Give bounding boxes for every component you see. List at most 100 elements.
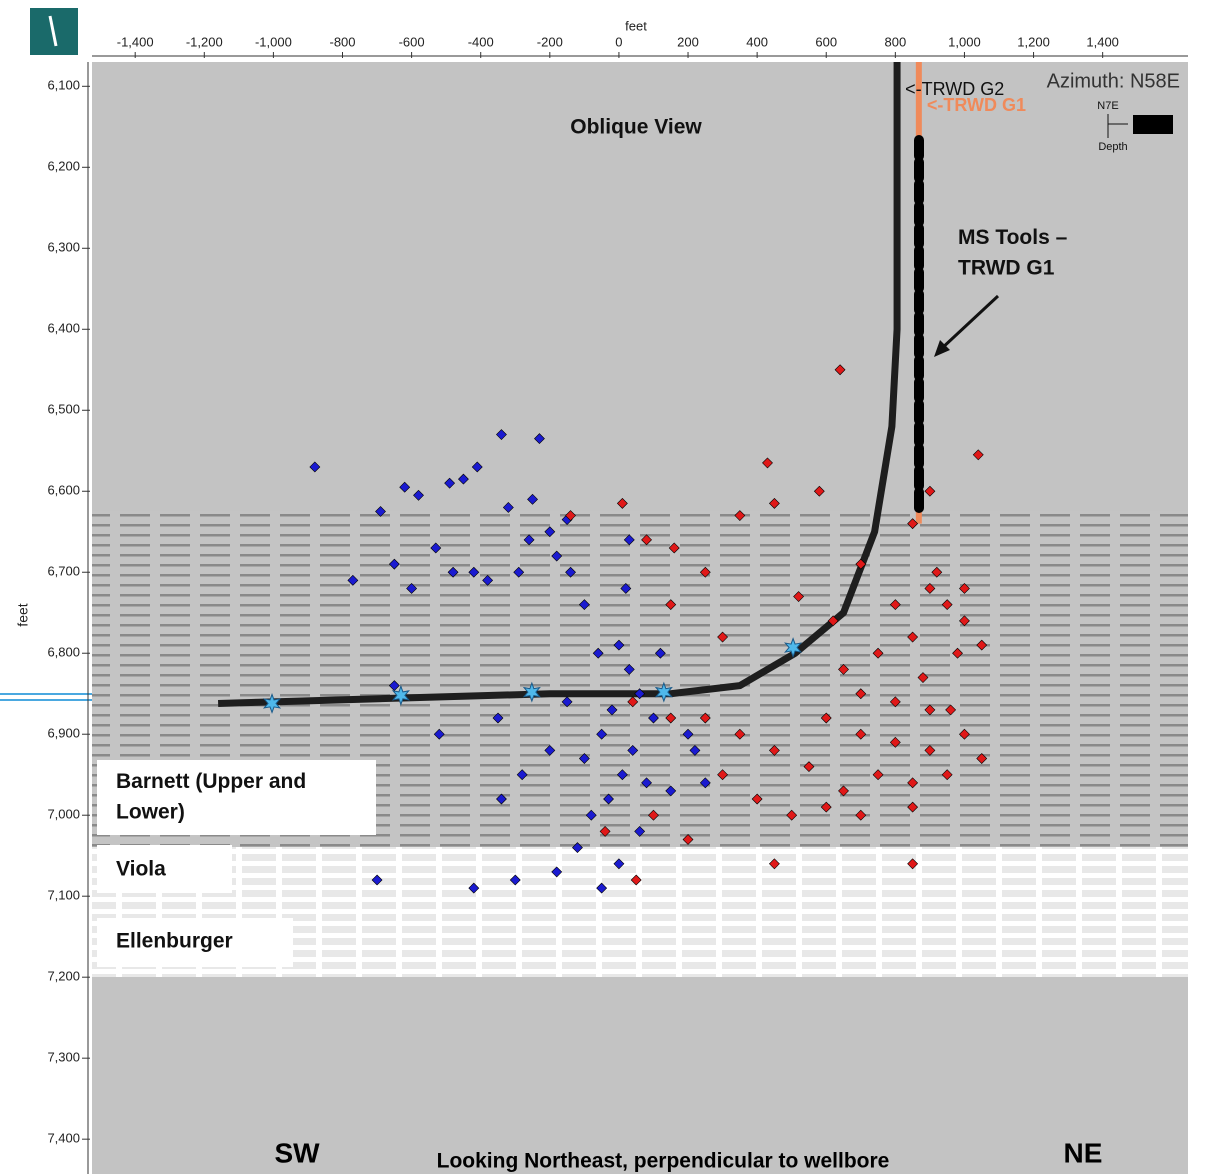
y-tick-label: 7,400 (47, 1131, 80, 1146)
event-point (527, 493, 538, 505)
event-point (648, 712, 659, 724)
event-point (689, 744, 701, 756)
x-tick-label: 200 (677, 34, 699, 49)
event-point (751, 793, 763, 805)
event-point (838, 785, 849, 797)
event-point (551, 866, 563, 878)
event-point (665, 599, 677, 611)
event-point (509, 874, 521, 886)
event-point (572, 842, 583, 854)
formation-box (97, 918, 293, 967)
event-point (433, 728, 445, 740)
event-point (534, 433, 545, 445)
event-point (924, 583, 936, 594)
event-point (682, 728, 694, 740)
event-point (889, 696, 901, 708)
event-point (793, 591, 805, 602)
formation-box (97, 845, 232, 893)
event-point (827, 615, 839, 627)
y-tick-label: 6,300 (47, 240, 80, 255)
event-point (523, 534, 535, 546)
event-point (388, 558, 400, 570)
event-point (413, 489, 424, 501)
event-point (907, 518, 919, 530)
x-tick-label: 800 (884, 34, 906, 49)
event-point (482, 574, 494, 586)
x-tick-label: -200 (537, 34, 563, 49)
event-point (786, 809, 798, 821)
y-tick-label: 6,100 (47, 78, 80, 93)
event-point (544, 744, 556, 756)
direction-label: SW (274, 1137, 320, 1168)
event-point (648, 809, 659, 821)
y-axis-title: feet (15, 603, 31, 626)
event-point (578, 753, 590, 764)
event-point (872, 647, 884, 659)
event-point (682, 834, 694, 845)
event-point (623, 664, 635, 675)
event-point (502, 502, 514, 513)
event-point (762, 457, 773, 469)
direction-label: NE (1064, 1137, 1103, 1168)
event-point (544, 526, 556, 538)
event-point (972, 449, 984, 461)
callout-arrow (938, 294, 1000, 352)
event-point (347, 574, 359, 586)
event-point (654, 647, 666, 659)
event-point (917, 672, 929, 683)
event-point (496, 793, 507, 805)
formation-label: Ellenburger (116, 930, 233, 953)
event-point (907, 777, 919, 789)
stage-marker (391, 684, 410, 706)
event-point (889, 736, 901, 748)
formation-label: Viola (116, 858, 166, 881)
event-point (565, 566, 576, 578)
formation-label: Barnett (Upper and Lower) (116, 770, 306, 823)
compass-depth: Depth (1098, 141, 1127, 153)
x-axis-title: feet (625, 18, 647, 33)
event-point (717, 769, 729, 781)
x-tick-label: 0 (615, 34, 622, 49)
well-label: <-TRWD G1 (927, 95, 1026, 115)
event-point (855, 558, 867, 570)
well-label: <-TRWD G2 (905, 79, 1004, 99)
subtitle: Azimuth: N58E (1047, 70, 1180, 92)
event-point (699, 712, 711, 724)
y-tick-label: 7,000 (47, 807, 80, 822)
event-point (907, 858, 919, 870)
y-tick-label: 6,500 (47, 402, 80, 417)
event-point (820, 712, 832, 724)
formation-box (97, 760, 376, 835)
callout: MS Tools – TRWD G1 (958, 226, 1068, 279)
event-point (596, 728, 608, 740)
event-point (616, 769, 628, 781)
event-point (803, 761, 815, 773)
event-point (634, 825, 646, 837)
event-point (458, 473, 469, 485)
stage-marker (262, 692, 282, 714)
event-point (959, 583, 970, 594)
event-point (596, 882, 608, 894)
event-point (945, 704, 957, 716)
event-point (768, 858, 780, 870)
event-point (855, 728, 867, 740)
x-tick-label: 400 (746, 34, 768, 49)
compass-north: N7E (1097, 100, 1118, 112)
event-point (623, 534, 635, 546)
event-point (592, 647, 604, 659)
event-point (668, 542, 680, 554)
event-point (599, 825, 611, 837)
event-point (820, 801, 832, 813)
event-point (606, 704, 618, 716)
event-point (447, 566, 459, 578)
x-tick-label: -600 (399, 34, 425, 49)
event-point (551, 550, 563, 562)
event-point (375, 506, 386, 517)
event-point (907, 631, 919, 643)
scale-bar (1133, 115, 1173, 134)
event-point (924, 704, 936, 716)
event-point (641, 534, 652, 546)
event-point (959, 615, 970, 627)
event-point (976, 753, 988, 764)
event-point (399, 481, 411, 493)
